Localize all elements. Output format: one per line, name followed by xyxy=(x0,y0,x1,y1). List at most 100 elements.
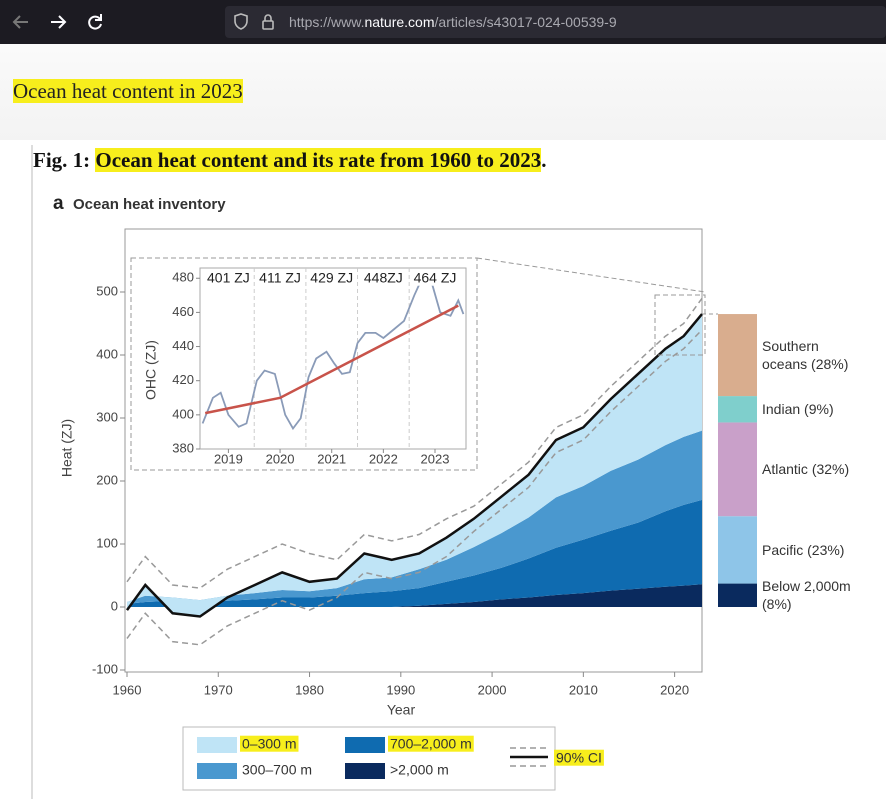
share-label: Below 2,000m (8%) xyxy=(762,577,858,613)
browser-toolbar: https://www.nature.com/articles/s43017-0… xyxy=(0,0,886,44)
highlight xyxy=(554,749,604,766)
chart-title: Ocean heat inventory xyxy=(73,196,226,213)
x-tick-label: 1990 xyxy=(386,682,415,697)
nav-icons xyxy=(12,14,102,30)
area-layer xyxy=(127,584,702,607)
figure-rule xyxy=(31,145,33,799)
legend-label: 90% CI xyxy=(556,750,602,766)
y-tick-label: -100 xyxy=(92,661,118,676)
share-label: Indian (9%) xyxy=(762,400,858,418)
caption-text: Ocean heat content and its rate from 196… xyxy=(95,148,542,172)
y-tick-label: 300 xyxy=(96,409,118,424)
panel-label: a xyxy=(53,193,64,214)
legend-swatch xyxy=(345,737,385,753)
x-tick-label: 1980 xyxy=(295,682,324,697)
inset-plot xyxy=(199,267,467,450)
url-bar[interactable]: https://www.nature.com/articles/s43017-0… xyxy=(225,6,886,38)
legend-swatch xyxy=(345,763,385,779)
annotation-bg xyxy=(361,269,405,286)
area-layer xyxy=(127,499,702,607)
highlight xyxy=(240,735,299,752)
share-label: Atlantic (32%) xyxy=(762,460,858,478)
basin-share: (9%) xyxy=(804,401,834,418)
ci-line xyxy=(126,329,703,646)
header-title: Ocean heat content in 2023 xyxy=(13,79,243,104)
y-tick-label: 480 xyxy=(172,270,194,285)
legend-label: 300–700 m xyxy=(242,762,312,778)
url-path: /articles/s43017-024-00539-9 xyxy=(434,14,617,30)
legend-label: >2,000 m xyxy=(390,762,449,778)
back-button[interactable] xyxy=(12,15,28,29)
basin-name: Southern oceans xyxy=(762,338,819,373)
page-header: Ocean heat content in 2023 xyxy=(0,44,886,140)
annotation-bg xyxy=(205,269,252,286)
header-title-text: Ocean heat content in 2023 xyxy=(13,79,243,103)
legend-label: 0–300 m xyxy=(242,736,296,752)
caption-end: . xyxy=(541,148,547,172)
y-tick-label: 200 xyxy=(96,472,118,487)
zoom-box xyxy=(654,294,706,356)
legend-label: 700–2,000 m xyxy=(390,736,472,752)
y-tick-label: 440 xyxy=(172,338,194,353)
reload-button[interactable] xyxy=(88,14,102,30)
annotation: 429 ZJ xyxy=(310,270,353,286)
security-icons xyxy=(234,13,274,30)
y-tick-label: 380 xyxy=(172,440,194,455)
x-tick-label: 2021 xyxy=(317,451,346,466)
share-segment xyxy=(718,314,757,397)
annotation: 448ZJ xyxy=(364,270,403,286)
annotation-bg xyxy=(257,269,303,286)
legend-swatch xyxy=(197,763,237,779)
ci-line xyxy=(126,297,703,589)
x-tick-label: 1960 xyxy=(113,682,142,697)
y-tick-label: 100 xyxy=(96,535,118,550)
url-domain: nature.com xyxy=(364,14,435,30)
basin-share: (28%) xyxy=(811,356,849,373)
total-line xyxy=(125,313,703,618)
area-layer xyxy=(127,314,702,617)
url: https://www.nature.com/articles/s43017-0… xyxy=(289,14,617,30)
share-segment xyxy=(718,516,757,584)
x-tick-label: 2020 xyxy=(660,682,689,697)
x-axis-label: Year xyxy=(387,702,416,718)
y-axis-label: OHC (ZJ) xyxy=(143,340,159,400)
x-tick-label: 2000 xyxy=(478,682,507,697)
zoom-line xyxy=(476,257,706,293)
forward-button[interactable] xyxy=(51,15,67,29)
basin-name: Atlantic xyxy=(762,461,808,478)
y-tick-label: 400 xyxy=(172,406,194,421)
x-tick-label: 2020 xyxy=(266,451,295,466)
annotation: 464 ZJ xyxy=(414,270,457,286)
annotation: 401 ZJ xyxy=(207,270,250,286)
basin-name: Below 2,000m xyxy=(762,578,851,595)
basin-share: (23%) xyxy=(807,541,845,558)
x-tick-label: 2023 xyxy=(421,451,450,466)
y-tick-label: 420 xyxy=(172,372,194,387)
highlight xyxy=(388,735,474,752)
share-segment xyxy=(718,583,757,607)
basin-name: Pacific xyxy=(762,541,804,558)
x-tick-label: 2022 xyxy=(369,451,398,466)
x-tick-label: 2019 xyxy=(214,451,243,466)
y-axis-label: Heat (ZJ) xyxy=(59,419,75,477)
basin-name: Indian xyxy=(762,401,801,418)
annotation: 411 ZJ xyxy=(259,270,301,286)
y-tick-label: 460 xyxy=(172,304,194,319)
annotation-bg xyxy=(308,269,356,286)
x-tick-label: 2010 xyxy=(569,682,598,697)
figure-caption: Fig. 1: Ocean heat content and its rate … xyxy=(33,148,546,173)
y-tick-label: 0 xyxy=(111,598,118,613)
area-layer xyxy=(127,430,702,604)
annotation-bg xyxy=(411,269,459,286)
url-prefix: https://www. xyxy=(289,14,365,30)
legend-swatch xyxy=(197,737,237,753)
figure-label: Fig. 1: xyxy=(33,148,91,172)
basin-share: (32%) xyxy=(811,461,850,478)
y-tick-label: 400 xyxy=(96,346,118,361)
share-segment xyxy=(718,422,757,517)
basin-share: (8%) xyxy=(762,596,792,613)
legend-box xyxy=(182,726,556,791)
share-label: Southern oceans (28%) xyxy=(762,337,858,373)
